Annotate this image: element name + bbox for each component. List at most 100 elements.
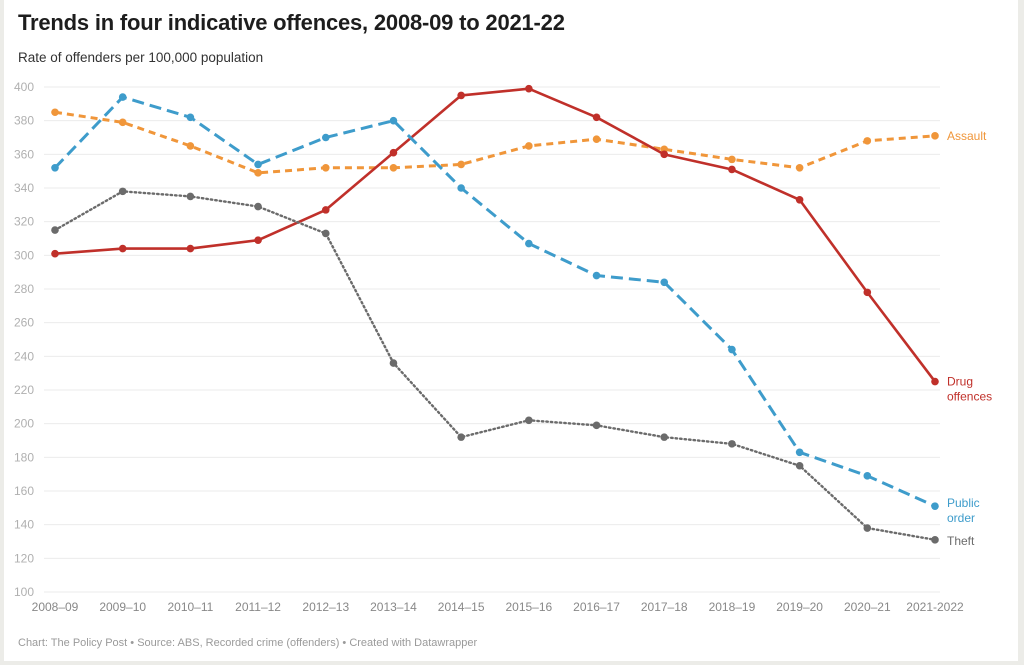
data-point-drug-offences [525,84,533,93]
series-assault [51,108,939,177]
gridlines [44,86,940,593]
data-point-theft [389,359,398,367]
data-point-drug-offences [254,236,262,244]
data-point-public-order [863,472,872,480]
x-tick-label: 2008–09 [32,600,79,614]
x-tick-label: 2016–17 [573,600,620,614]
x-tick-label: 2009–10 [99,600,146,614]
data-point-drug-offences [118,244,127,253]
series-line-drug-offences [54,87,937,383]
data-point-assault [457,160,465,169]
series-theft [51,187,939,544]
data-point-public-order [592,271,601,280]
series-drug-offences [51,84,939,386]
data-point-drug-offences [863,288,872,297]
x-tick-label: 2019–20 [776,600,823,614]
series-label-drug-offences: Drug offences [947,375,992,404]
y-tick-label: 180 [14,450,34,464]
y-tick-label: 280 [14,282,34,296]
data-point-theft [525,416,533,425]
chart-footer: Chart: The Policy Post • Source: ABS, Re… [18,637,478,649]
data-point-assault [389,164,398,172]
series-label-line: offences [947,390,992,404]
series-line-assault [54,110,936,175]
data-point-assault [931,132,939,140]
data-point-assault [118,118,127,127]
data-point-assault [51,108,59,117]
y-tick-label: 260 [14,316,34,330]
data-point-drug-offences [728,165,736,174]
data-point-theft [186,192,195,201]
series-label-line: Public [947,496,980,510]
data-point-drug-offences [660,150,669,159]
series [51,84,939,544]
data-point-public-order [525,239,533,248]
data-point-assault [795,164,804,172]
data-point-theft [254,202,262,211]
data-point-public-order [389,116,398,125]
data-point-theft [118,187,127,196]
series-public-order [51,93,939,510]
y-tick-label: 100 [14,585,34,599]
data-point-drug-offences [457,91,465,100]
data-point-public-order [321,133,330,142]
x-tick-label: 2021-2022 [906,600,964,614]
chart-frame: Trends in four indicative offences, 2008… [4,0,1018,661]
y-tick-label: 240 [14,349,34,363]
series-label-public-order: Public order [947,496,980,525]
y-tick-label: 320 [14,215,34,229]
data-point-assault [321,164,330,172]
x-tick-label: 2012–13 [302,600,349,614]
series-label-line: Drug [947,375,973,389]
data-point-public-order [186,113,195,122]
series-label-theft: Theft [947,534,975,548]
data-point-public-order [660,278,669,287]
data-point-public-order [931,502,939,510]
data-point-drug-offences [931,377,939,386]
data-point-assault [592,135,601,143]
y-tick-label: 200 [14,417,34,431]
series-labels: Assault Drug offences Public order Theft [947,129,992,548]
y-tick-label: 140 [14,518,34,532]
x-tick-label: 2015–16 [505,600,552,614]
data-point-public-order [457,184,465,192]
data-point-theft [457,433,465,441]
x-tick-label: 2017–18 [641,600,688,614]
data-point-drug-offences [186,244,195,253]
y-tick-label: 120 [14,551,34,565]
x-tick-label: 2011–12 [235,600,281,614]
x-tick-label: 2014–15 [438,600,485,614]
data-point-public-order [728,345,736,354]
y-tick-label: 360 [14,147,34,161]
data-point-theft [863,524,872,532]
data-point-drug-offences [389,148,398,157]
data-point-drug-offences [592,113,601,122]
data-point-assault [863,137,872,145]
series-label-line: order [947,511,975,525]
data-point-public-order [254,160,262,169]
data-point-theft [592,421,601,430]
data-point-public-order [795,448,804,457]
data-point-public-order [118,93,127,101]
series-line-theft [53,190,937,542]
data-point-theft [931,536,939,544]
x-tick-label: 2018–19 [709,600,756,614]
data-point-drug-offences [321,206,330,214]
series-label-assault: Assault [947,129,987,143]
chart-title: Trends in four indicative offences, 2008… [18,10,565,35]
x-tick-label: 2013–14 [370,600,417,614]
data-point-drug-offences [51,249,59,258]
series-label-line: Assault [947,129,987,143]
data-point-assault [728,155,736,164]
y-axis: 100 120 140 160 180 200 220 240 260 280 300 320 340 3… [14,80,34,599]
y-tick-label: 340 [14,181,34,195]
y-tick-label: 380 [14,114,34,128]
data-point-assault [254,169,262,177]
data-point-theft [728,440,736,448]
data-point-assault [186,142,195,150]
x-tick-label: 2020–21 [844,600,891,614]
data-point-public-order [51,164,59,172]
data-point-theft [51,226,59,234]
data-point-theft [660,433,669,441]
